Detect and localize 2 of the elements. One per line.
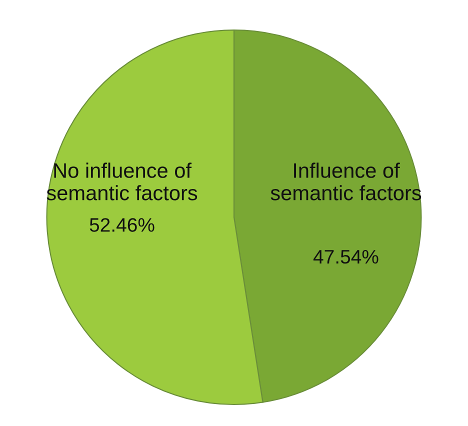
data-label: 47.54% — [313, 250, 378, 264]
data-label: 52.46% — [90, 218, 154, 232]
